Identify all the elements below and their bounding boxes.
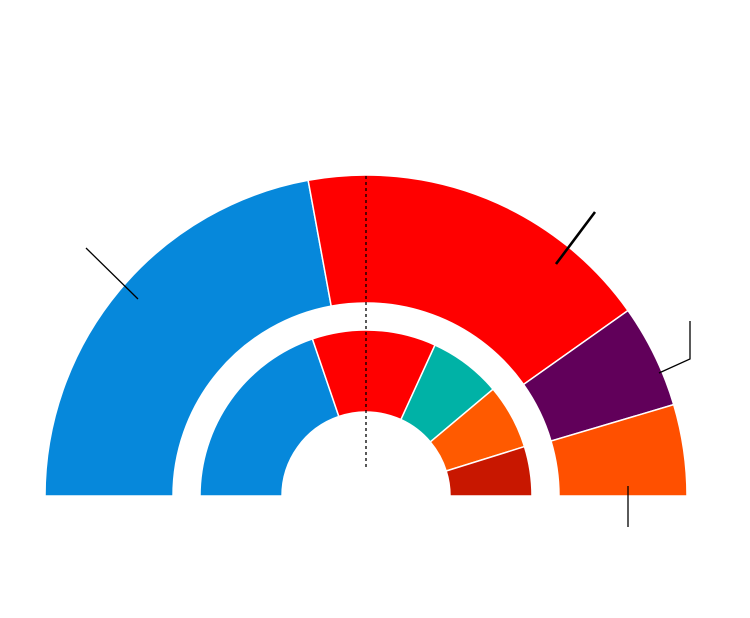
outer-ring	[44, 174, 688, 497]
leader-line-purple	[658, 321, 691, 374]
leader-line-blue	[85, 247, 139, 300]
inner-segment-1	[199, 337, 340, 497]
outer-segment-2	[307, 174, 630, 386]
annotations	[85, 176, 691, 527]
inner-segment-5	[445, 445, 533, 497]
leader-line-red	[554, 211, 597, 265]
outer-segment-4	[550, 403, 688, 497]
outer-segment-1	[44, 179, 333, 497]
inner-ring	[199, 329, 533, 497]
